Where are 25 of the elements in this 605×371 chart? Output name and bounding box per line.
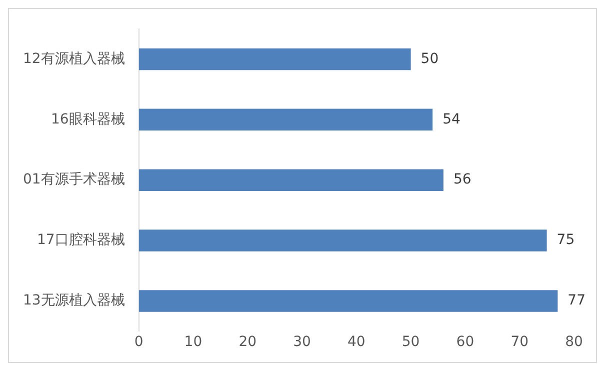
y-tick-label: 16眼科器械: [50, 111, 125, 128]
x-tick-label: 10: [184, 334, 202, 350]
data-label: 50: [420, 50, 439, 67]
data-label: 77: [568, 292, 586, 309]
x-tick-label: 60: [456, 334, 474, 350]
data-label: 54: [442, 111, 460, 128]
y-tick-label: 12有源植入器械: [22, 50, 125, 67]
data-label: 75: [556, 232, 575, 248]
bar: [138, 290, 558, 312]
x-tick-label: 0: [134, 334, 144, 350]
x-tick-label: 40: [347, 334, 366, 350]
x-tick-label: 50: [402, 334, 420, 350]
bar: [138, 108, 433, 131]
bar: [138, 169, 444, 191]
x-tick-label: 20: [238, 334, 257, 350]
x-tick-label: 30: [293, 334, 311, 350]
data-label: 56: [453, 172, 472, 188]
bar: [138, 230, 547, 252]
y-tick-label: 17口腔科器械: [36, 232, 125, 248]
chart-frame: 0 10 20 30 40 50 60 70 80 12有源植入器械 16眼科器械 01有源手术器械 17口腔科器械 13无源植入器械 50 54 56 75 77: [8, 8, 597, 363]
y-tick-label: 13无源植入器械: [22, 292, 125, 309]
bar: [138, 48, 411, 70]
x-tick-label: 70: [510, 334, 529, 350]
y-tick-label: 01有源手术器械: [22, 172, 125, 188]
x-tick-label: 80: [565, 334, 583, 350]
